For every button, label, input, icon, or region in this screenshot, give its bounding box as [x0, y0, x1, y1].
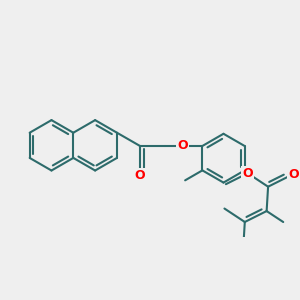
Text: O: O [135, 169, 145, 182]
Text: O: O [177, 139, 188, 152]
Text: O: O [242, 167, 253, 180]
Text: O: O [288, 168, 298, 181]
